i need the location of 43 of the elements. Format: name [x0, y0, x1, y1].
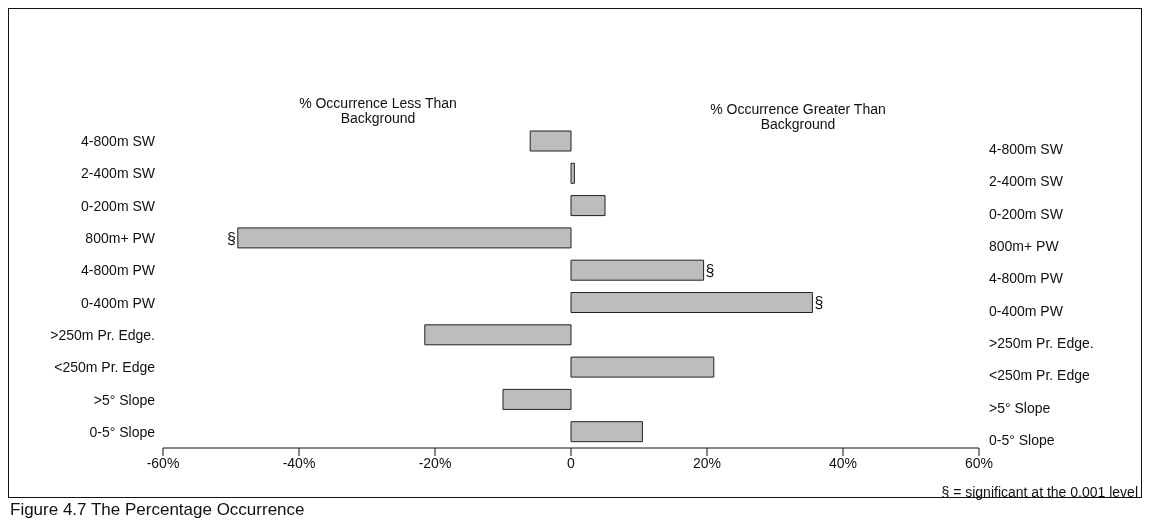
y-tick-label: 0-200m SW — [81, 197, 156, 214]
y-tick-label: <250m Pr. Edge — [54, 359, 156, 376]
y-tick-label: 4-800m PW — [81, 262, 156, 279]
y-tick-label: 0-400m PW — [81, 294, 156, 311]
y-tick-label: 2-400m SW — [81, 165, 156, 182]
category-label: >250m Pr. Edge. — [989, 334, 1094, 351]
bar — [570, 356, 715, 378]
annotation: § — [814, 294, 824, 312]
category-label: 4-800m SW — [989, 141, 1063, 158]
x-tick-label: 20% — [692, 454, 722, 471]
bar — [237, 227, 572, 249]
annotation: § — [226, 229, 236, 247]
category-label: 0-5° Slope — [989, 431, 1055, 448]
category-label: 0-200m SW — [989, 205, 1063, 222]
category-label: 2-400m SW — [989, 173, 1063, 190]
caption: Figure 4.7 The Percentage Occurrence — [10, 500, 306, 519]
x-tick-label: -20% — [418, 454, 452, 471]
category-label: 4-800m PW — [989, 270, 1063, 287]
bar — [502, 388, 572, 410]
y-tick-label: >5° Slope — [93, 391, 156, 408]
category-label: >5° Slope — [989, 399, 1051, 416]
y-tick-label: >250m Pr. Edge. — [50, 326, 155, 343]
category-label: 800m+ PW — [989, 238, 1059, 255]
x-tick-label: 60% — [964, 454, 994, 471]
x-tick-label: 0 — [567, 454, 576, 471]
bar — [570, 292, 813, 313]
x-tick-label: -40% — [282, 454, 316, 471]
bar — [529, 130, 572, 152]
y-tick-label: 0-5° Slope — [89, 423, 156, 440]
bar — [570, 195, 606, 217]
bar — [570, 421, 643, 443]
bar — [570, 259, 705, 281]
annotation: % Occurrence Greater Than Background — [709, 101, 887, 132]
y-tick-label: 800m+ PW — [85, 230, 156, 247]
y-tick-label: 4-800m SW — [81, 133, 156, 150]
x-tick-label: -60% — [146, 454, 180, 471]
category-label: 0-400m PW — [989, 302, 1063, 319]
annotation: § — [705, 262, 715, 280]
bar — [424, 324, 572, 346]
x-tick-label: 40% — [828, 454, 858, 471]
category-label: <250m Pr. Edge — [989, 367, 1090, 384]
annotation: % Occurrence Less Than Background — [298, 95, 458, 126]
bar — [570, 162, 575, 184]
